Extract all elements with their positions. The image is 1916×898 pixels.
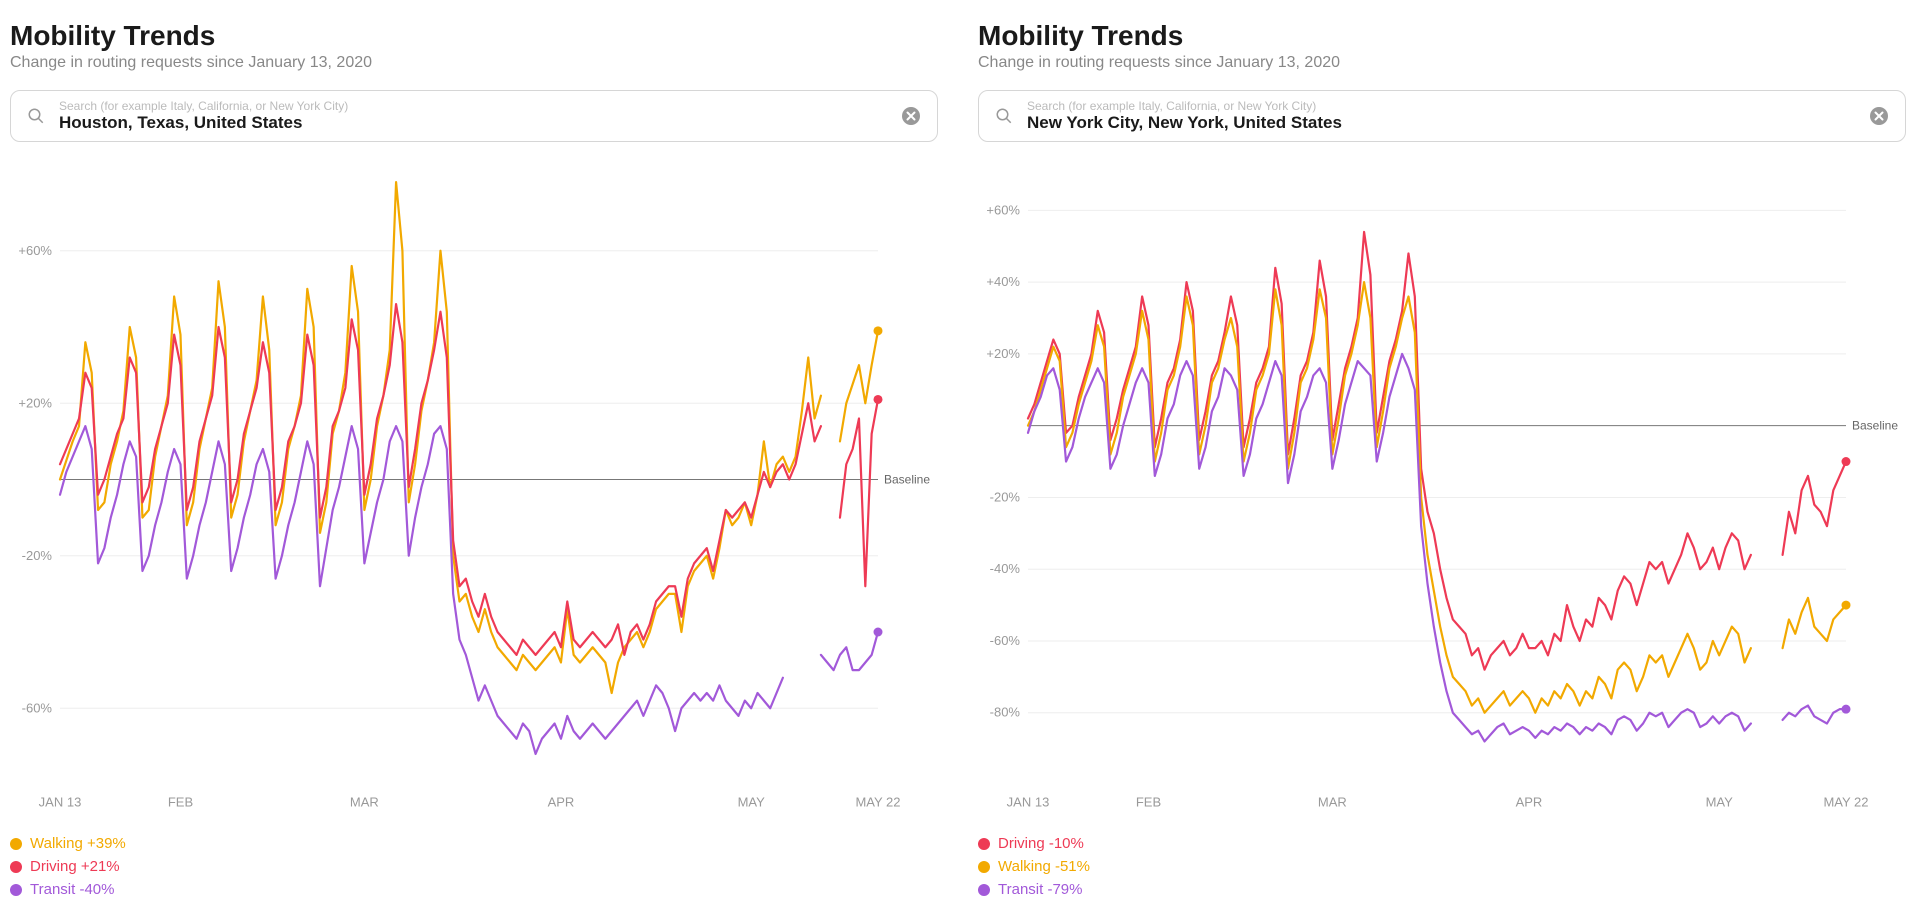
search-box[interactable]: Search (for example Italy, California, o… <box>978 90 1906 142</box>
legend-dot <box>10 884 22 896</box>
search-placeholder: Search (for example Italy, California, o… <box>1027 99 1855 113</box>
legend-item: Transit -79% <box>978 881 1906 898</box>
panel-nyc: Mobility Trends Change in routing reques… <box>978 20 1906 830</box>
svg-text:MAY 22: MAY 22 <box>1823 795 1868 810</box>
svg-text:JAN 13: JAN 13 <box>1007 795 1050 810</box>
svg-text:+40%: +40% <box>986 274 1020 289</box>
search-box[interactable]: Search (for example Italy, California, o… <box>10 90 938 142</box>
legend-item: Walking -51% <box>978 858 1906 875</box>
svg-text:+60%: +60% <box>986 202 1020 217</box>
svg-text:MAR: MAR <box>1318 795 1347 810</box>
legend-label: Driving -10% <box>998 835 1084 852</box>
chart-svg: +60% +20% -20% -60% Baseline JAN 13 FEB MAR APR M… <box>10 162 938 827</box>
legend-dot <box>978 861 990 873</box>
legend-item: Driving +21% <box>10 858 938 875</box>
search-value: New York City, New York, United States <box>1027 113 1855 133</box>
svg-text:JAN 13: JAN 13 <box>39 795 82 810</box>
svg-text:MAY 22: MAY 22 <box>855 795 900 810</box>
search-text: Search (for example Italy, California, o… <box>59 99 887 133</box>
legend-label: Transit -79% <box>998 881 1082 898</box>
svg-text:APR: APR <box>1516 795 1543 810</box>
legend-dot <box>10 838 22 850</box>
page-title: Mobility Trends <box>978 20 1906 52</box>
svg-text:+20%: +20% <box>18 395 52 410</box>
legend-dot <box>978 884 990 896</box>
search-value: Houston, Texas, United States <box>59 113 887 133</box>
legend: Driving -10% Walking -51% Transit -79% <box>978 835 1906 898</box>
chart: +60% +20% -20% -60% Baseline JAN 13 FEB MAR APR M… <box>10 162 938 827</box>
legend-item: Walking +39% <box>10 835 938 852</box>
clear-icon[interactable] <box>1869 106 1889 126</box>
legend-item: Transit -40% <box>10 881 938 898</box>
svg-text:-80%: -80% <box>990 705 1021 720</box>
clear-icon[interactable] <box>901 106 921 126</box>
svg-text:-60%: -60% <box>990 633 1021 648</box>
page-title: Mobility Trends <box>10 20 938 52</box>
svg-text:-20%: -20% <box>990 489 1021 504</box>
page-subtitle: Change in routing requests since January… <box>978 54 1906 72</box>
svg-text:-40%: -40% <box>990 561 1021 576</box>
legend-label: Transit -40% <box>30 881 114 898</box>
svg-text:FEB: FEB <box>168 795 193 810</box>
legend-dot <box>978 838 990 850</box>
svg-text:+60%: +60% <box>18 243 52 258</box>
legend-label: Walking -51% <box>998 858 1090 875</box>
search-text: Search (for example Italy, California, o… <box>1027 99 1855 133</box>
svg-text:Baseline: Baseline <box>884 473 930 487</box>
svg-text:MAY: MAY <box>1706 795 1734 810</box>
svg-text:MAR: MAR <box>350 795 379 810</box>
svg-text:Baseline: Baseline <box>1852 419 1898 433</box>
svg-text:APR: APR <box>548 795 575 810</box>
chart-svg: +60% +40% +20% -20% -40% -60% -80% Baseline JAN … <box>978 162 1906 827</box>
svg-text:MAY: MAY <box>738 795 766 810</box>
legend-label: Driving +21% <box>30 858 120 875</box>
legend-label: Walking +39% <box>30 835 126 852</box>
svg-text:-20%: -20% <box>22 548 53 563</box>
svg-text:FEB: FEB <box>1136 795 1161 810</box>
page-subtitle: Change in routing requests since January… <box>10 54 938 72</box>
legend-item: Driving -10% <box>978 835 1906 852</box>
svg-text:+20%: +20% <box>986 346 1020 361</box>
panel-houston: Mobility Trends Change in routing reques… <box>10 20 938 830</box>
search-placeholder: Search (for example Italy, California, o… <box>59 99 887 113</box>
legend-dot <box>10 861 22 873</box>
legend: Walking +39% Driving +21% Transit -40% <box>10 835 938 898</box>
search-icon <box>995 107 1013 125</box>
svg-text:-60%: -60% <box>22 700 53 715</box>
search-icon <box>27 107 45 125</box>
chart: +60% +40% +20% -20% -40% -60% -80% Baseline JAN … <box>978 162 1906 827</box>
